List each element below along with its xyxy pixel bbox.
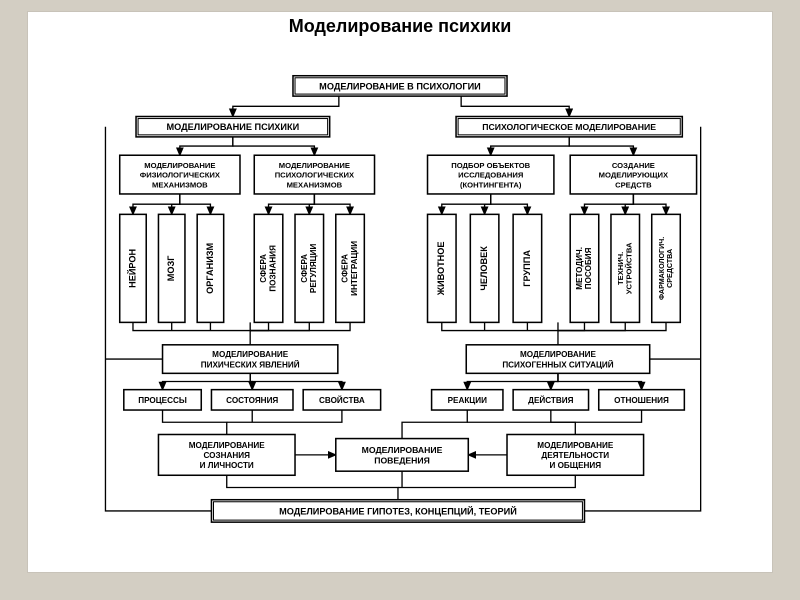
- svg-text:И ОБЩЕНИЯ: И ОБЩЕНИЯ: [549, 461, 601, 470]
- svg-text:ТЕХНИЧ.: ТЕХНИЧ.: [616, 252, 625, 285]
- svg-text:МЕХАНИЗМОВ: МЕХАНИЗМОВ: [287, 180, 343, 189]
- svg-text:ДЕЯТЕЛЬНОСТИ: ДЕЯТЕЛЬНОСТИ: [541, 451, 609, 460]
- node-s2: СОСТОЯНИЯ: [211, 390, 293, 410]
- node-v11: ТЕХНИЧ.УСТРОЙСТВА: [611, 214, 640, 322]
- svg-text:НЕЙРОН: НЕЙРОН: [126, 249, 137, 288]
- svg-text:МОДЕЛИРОВАНИЕ ГИПОТЕЗ, КОНЦЕПЦ: МОДЕЛИРОВАНИЕ ГИПОТЕЗ, КОНЦЕПЦИЙ, ТЕОРИЙ: [279, 505, 517, 516]
- node-v5: СФЕРАРЕГУЛЯЦИИ: [295, 214, 324, 322]
- svg-text:ПСИХОЛОГИЧЕСКИХ: ПСИХОЛОГИЧЕСКИХ: [275, 171, 355, 180]
- svg-text:МОДЕЛИРОВАНИЕ: МОДЕЛИРОВАНИЕ: [279, 161, 350, 170]
- svg-text:МОДЕЛИРОВАНИЕ: МОДЕЛИРОВАНИЕ: [537, 441, 614, 450]
- svg-text:СОСТОЯНИЯ: СОСТОЯНИЯ: [226, 396, 278, 405]
- svg-text:ПОВЕДЕНИЯ: ПОВЕДЕНИЯ: [374, 456, 430, 466]
- node-v6: СФЕРАИНТЕГРАЦИИ: [336, 214, 365, 322]
- node-v8: ЧЕЛОВЕК: [470, 214, 499, 322]
- svg-text:МЕТОДИЧ.: МЕТОДИЧ.: [575, 247, 584, 290]
- svg-text:МОДЕЛИРОВАНИЕ: МОДЕЛИРОВАНИЕ: [144, 161, 215, 170]
- node-l2a: МОДЕЛИРОВАНИЕФИЗИОЛОГИЧЕСКИХМЕХАНИЗМОВ: [120, 155, 240, 194]
- svg-text:СОЗДАНИЕ: СОЗДАНИЕ: [612, 161, 655, 170]
- svg-text:ПИХИЧЕСКИХ ЯВЛЕНИЙ: ПИХИЧЕСКИХ ЯВЛЕНИЙ: [201, 358, 300, 369]
- svg-text:МОДЕЛИРОВАНИЕ: МОДЕЛИРОВАНИЕ: [520, 350, 597, 359]
- node-root: МОДЕЛИРОВАНИЕ В ПСИХОЛОГИИ: [293, 76, 507, 96]
- svg-text:ПОСОБИЯ: ПОСОБИЯ: [584, 247, 593, 289]
- node-s4: РЕАКЦИИ: [432, 390, 503, 410]
- node-b3: МОДЕЛИРОВАНИЕДЕЯТЕЛЬНОСТИИ ОБЩЕНИЯ: [507, 434, 644, 475]
- node-s6: ОТНОШЕНИЯ: [599, 390, 685, 410]
- svg-text:СРЕДСТВ: СРЕДСТВ: [615, 180, 652, 189]
- svg-text:РЕАКЦИИ: РЕАКЦИИ: [448, 396, 488, 405]
- svg-text:ДЕЙСТВИЯ: ДЕЙСТВИЯ: [528, 394, 573, 405]
- svg-text:СВОЙСТВА: СВОЙСТВА: [319, 394, 365, 405]
- svg-text:МЕХАНИЗМОВ: МЕХАНИЗМОВ: [152, 180, 208, 189]
- node-final: МОДЕЛИРОВАНИЕ ГИПОТЕЗ, КОНЦЕПЦИЙ, ТЕОРИЙ: [211, 500, 584, 522]
- svg-text:ОРГАНИЗМ: ОРГАНИЗМ: [205, 242, 215, 293]
- svg-text:МОДЕЛИРОВАНИЕ: МОДЕЛИРОВАНИЕ: [189, 441, 266, 450]
- node-v4: СФЕРАПОЗНАНИЯ: [254, 214, 283, 322]
- flowchart-svg: МОДЕЛИРОВАНИЕ В ПСИХОЛОГИИ МОДЕЛИРОВАНИЕ …: [28, 37, 772, 567]
- node-s5: ДЕЙСТВИЯ: [513, 390, 588, 410]
- svg-text:РЕГУЛЯЦИИ: РЕГУЛЯЦИИ: [309, 244, 318, 294]
- svg-text:МОДЕЛИРОВАНИЕ В ПСИХОЛОГИИ: МОДЕЛИРОВАНИЕ В ПСИХОЛОГИИ: [319, 81, 481, 91]
- svg-text:ЖИВОТНОЕ: ЖИВОТНОЕ: [436, 241, 446, 296]
- node-l1b: ПСИХОЛОГИЧЕСКОЕ МОДЕЛИРОВАНИЕ: [456, 117, 682, 137]
- node-s1: ПРОЦЕССЫ: [124, 390, 201, 410]
- svg-text:ГРУППА: ГРУППА: [522, 250, 532, 287]
- node-v10: МЕТОДИЧ.ПОСОБИЯ: [570, 214, 599, 322]
- svg-text:МОДЕЛИРОВАНИЕ: МОДЕЛИРОВАНИЕ: [362, 445, 443, 455]
- node-l2c: ПОДБОР ОБЪЕКТОВИССЛЕДОВАНИЯ(КОНТИНГЕНТА): [428, 155, 554, 194]
- node-b2: МОДЕЛИРОВАНИЕПОВЕДЕНИЯ: [336, 439, 468, 472]
- svg-text:МОЗГ: МОЗГ: [166, 255, 176, 281]
- node-v9: ГРУППА: [513, 214, 542, 322]
- node-b1: МОДЕЛИРОВАНИЕСОЗНАНИЯИ ЛИЧНОСТИ: [158, 434, 295, 475]
- svg-text:СФЕРА: СФЕРА: [341, 254, 350, 283]
- svg-text:ПСИХОЛОГИЧЕСКОЕ МОДЕЛИРОВАНИЕ: ПСИХОЛОГИЧЕСКОЕ МОДЕЛИРОВАНИЕ: [482, 122, 656, 132]
- svg-text:ПОДБОР ОБЪЕКТОВ: ПОДБОР ОБЪЕКТОВ: [451, 161, 530, 170]
- svg-text:ФИЗИОЛОГИЧЕСКИХ: ФИЗИОЛОГИЧЕСКИХ: [140, 171, 221, 180]
- svg-text:УСТРОЙСТВА: УСТРОЙСТВА: [625, 242, 634, 294]
- node-v12: ФАРМАКОЛОГИЧ.СРЕДСТВА: [652, 214, 681, 322]
- page-title: Моделирование психики: [28, 12, 772, 37]
- node-v1: НЕЙРОН: [120, 214, 146, 322]
- diagram-panel: Моделирование психики МОДЕЛИРОВАНИЕ В ПС…: [28, 12, 772, 572]
- node-v7: ЖИВОТНОЕ: [428, 214, 457, 322]
- svg-text:МОДЕЛИРОВАНИЕ: МОДЕЛИРОВАНИЕ: [212, 350, 289, 359]
- svg-text:И ЛИЧНОСТИ: И ЛИЧНОСТИ: [200, 461, 254, 470]
- svg-text:МОДЕЛИРУЮЩИХ: МОДЕЛИРУЮЩИХ: [599, 171, 669, 180]
- svg-text:ОТНОШЕНИЯ: ОТНОШЕНИЯ: [614, 396, 669, 405]
- node-l2b: МОДЕЛИРОВАНИЕПСИХОЛОГИЧЕСКИХМЕХАНИЗМОВ: [254, 155, 374, 194]
- node-l3b: МОДЕЛИРОВАНИЕПСИХОГЕННЫХ СИТУАЦИЙ: [466, 345, 649, 374]
- svg-text:СОЗНАНИЯ: СОЗНАНИЯ: [204, 451, 251, 460]
- node-v3: ОРГАНИЗМ: [197, 214, 223, 322]
- svg-text:ЧЕЛОВЕК: ЧЕЛОВЕК: [479, 246, 489, 291]
- node-l3a: МОДЕЛИРОВАНИЕПИХИЧЕСКИХ ЯВЛЕНИЙ: [163, 345, 338, 374]
- svg-text:ПРОЦЕССЫ: ПРОЦЕССЫ: [138, 396, 187, 405]
- svg-text:СФЕРА: СФЕРА: [259, 254, 268, 283]
- svg-text:ФАРМАКОЛОГИЧ.: ФАРМАКОЛОГИЧ.: [658, 237, 666, 300]
- svg-text:ИССЛЕДОВАНИЯ: ИССЛЕДОВАНИЯ: [458, 171, 523, 180]
- svg-text:МОДЕЛИРОВАНИЕ ПСИХИКИ: МОДЕЛИРОВАНИЕ ПСИХИКИ: [167, 122, 300, 132]
- svg-text:(КОНТИНГЕНТА): (КОНТИНГЕНТА): [460, 180, 522, 189]
- node-s3: СВОЙСТВА: [303, 390, 380, 410]
- svg-text:ИНТЕГРАЦИИ: ИНТЕГРАЦИИ: [350, 241, 359, 296]
- node-l2d: СОЗДАНИЕМОДЕЛИРУЮЩИХСРЕДСТВ: [570, 155, 696, 194]
- node-v2: МОЗГ: [158, 214, 184, 322]
- svg-text:ПСИХОГЕННЫХ СИТУАЦИЙ: ПСИХОГЕННЫХ СИТУАЦИЙ: [502, 358, 613, 369]
- svg-text:ПОЗНАНИЯ: ПОЗНАНИЯ: [268, 245, 277, 292]
- node-l1a: МОДЕЛИРОВАНИЕ ПСИХИКИ: [136, 117, 330, 137]
- svg-text:СРЕДСТВА: СРЕДСТВА: [666, 249, 674, 288]
- svg-text:СФЕРА: СФЕРА: [300, 254, 309, 283]
- slide: Моделирование психики МОДЕЛИРОВАНИЕ В ПС…: [0, 0, 800, 600]
